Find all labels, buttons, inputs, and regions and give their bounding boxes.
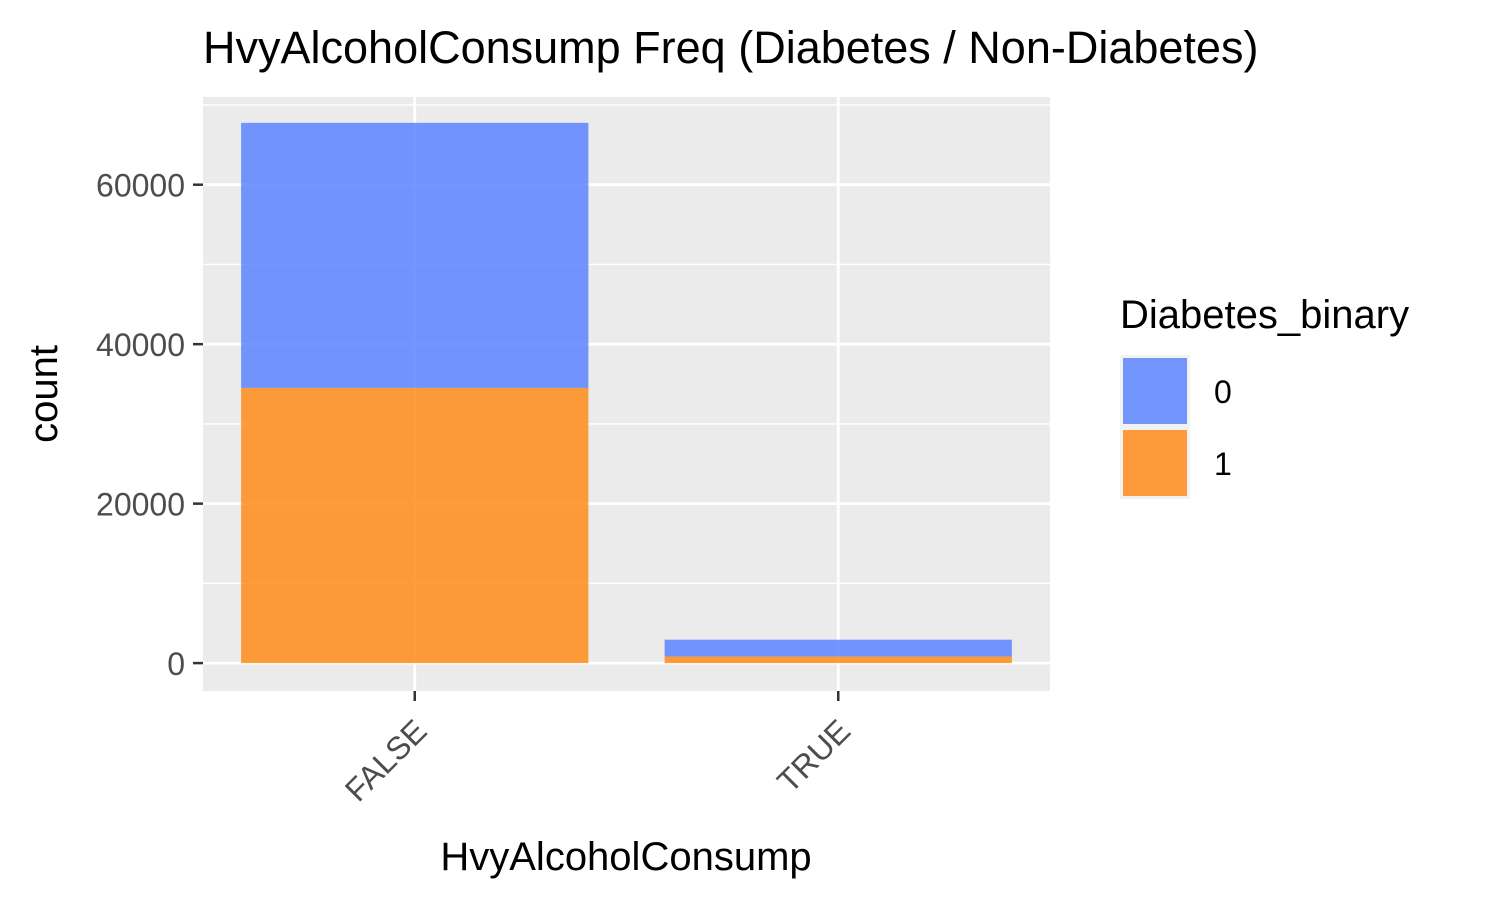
x-axis: FALSE TRUE <box>338 691 857 808</box>
x-axis-title: HvyAlcoholConsump <box>440 835 811 879</box>
y-axis-title: count <box>22 345 66 443</box>
x-tick-label: FALSE <box>338 712 434 808</box>
bar-true-series-0 <box>664 639 1012 657</box>
y-tick-label: 40000 <box>96 327 185 363</box>
x-tick-label: TRUE <box>770 712 857 799</box>
legend-swatch <box>1123 358 1187 424</box>
bar-false-series-1 <box>241 387 589 664</box>
chart-title: HvyAlcoholConsump Freq (Diabetes / Non-D… <box>203 22 1258 73</box>
y-tick-label: 0 <box>167 646 185 682</box>
bar-true-series-1 <box>664 656 1012 664</box>
y-tick-label: 60000 <box>96 168 185 204</box>
legend-label: 1 <box>1214 446 1232 482</box>
legend-title: Diabetes_binary <box>1120 293 1409 337</box>
bars <box>241 122 1012 664</box>
y-tick-label: 20000 <box>96 487 185 523</box>
bar-false-series-0 <box>241 122 589 388</box>
legend: Diabetes_binary 0 1 <box>1120 293 1409 499</box>
legend-swatch <box>1123 430 1187 496</box>
y-axis: 0 20000 40000 60000 <box>96 168 203 682</box>
legend-label: 0 <box>1214 374 1232 410</box>
